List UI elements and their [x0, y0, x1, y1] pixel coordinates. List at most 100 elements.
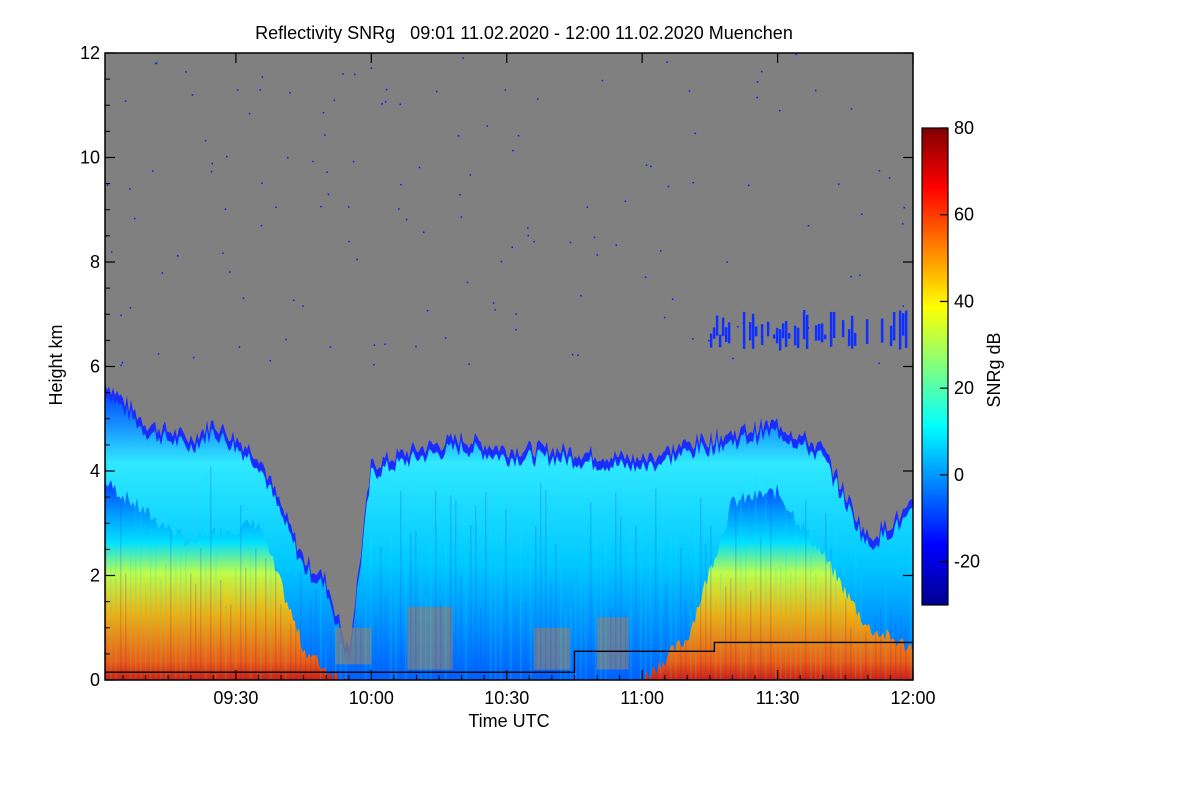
- upper-layer-cell: [820, 323, 824, 343]
- streak: [850, 627, 852, 680]
- noise-speckle: [624, 200, 627, 202]
- colorbar-label: SNRg dB: [984, 332, 1004, 407]
- noise-speckle: [737, 326, 739, 328]
- noise-speckle: [644, 276, 647, 278]
- noise-speckle: [229, 271, 231, 273]
- noise-speckle: [888, 177, 891, 179]
- noise-speckle: [838, 183, 840, 185]
- upper-layer-cell: [850, 315, 854, 349]
- noise-speckle: [192, 356, 195, 359]
- streak: [460, 577, 462, 680]
- upper-layer-cell: [772, 334, 776, 339]
- x-axis: 09:30 10:00 10:30 11:00 11:30 12:00: [122, 53, 936, 708]
- noise-speckle: [400, 183, 402, 186]
- streak: [150, 529, 152, 680]
- y-tick-label: 4: [90, 461, 100, 481]
- noise-speckle: [732, 357, 734, 360]
- upper-layer-cell: [793, 325, 797, 346]
- streak: [700, 498, 702, 680]
- streak: [490, 499, 492, 680]
- streak: [780, 565, 782, 680]
- streak: [265, 558, 267, 680]
- noise-speckle: [261, 182, 263, 184]
- noise-speckle: [459, 193, 461, 196]
- x-tick-label: 11:30: [756, 688, 800, 708]
- noise-speckle: [269, 359, 272, 362]
- upper-layer-cell: [748, 322, 752, 341]
- noise-speckle: [671, 298, 674, 300]
- streak: [580, 564, 582, 680]
- x-tick-label: 10:00: [349, 688, 394, 708]
- streak: [765, 478, 767, 680]
- noise-speckle: [807, 225, 810, 227]
- noise-speckle: [878, 170, 881, 172]
- streak: [300, 571, 302, 680]
- streak: [205, 467, 207, 680]
- noise-speckle: [275, 206, 277, 208]
- streak: [240, 504, 242, 680]
- streak: [175, 495, 177, 680]
- streak: [790, 572, 792, 680]
- streak: [810, 557, 812, 680]
- streak: [875, 614, 877, 680]
- noise-speckle: [106, 184, 109, 186]
- streak: [825, 513, 827, 680]
- noise-speckle: [512, 149, 514, 152]
- streak: [615, 492, 617, 680]
- streak: [890, 608, 892, 680]
- streak: [730, 578, 732, 680]
- streak: [750, 591, 752, 680]
- upper-layer-cell: [901, 313, 905, 336]
- y-tick-label: 2: [90, 566, 100, 586]
- x-tick-label: 09:30: [213, 688, 258, 708]
- streak: [225, 604, 227, 680]
- noise-speckle: [399, 103, 402, 105]
- noise-speckle: [469, 174, 471, 176]
- upper-layer-cell: [742, 311, 746, 349]
- upper-layer-cell: [823, 334, 827, 340]
- streak: [840, 607, 842, 680]
- x-axis-label: Time UTC: [468, 711, 549, 731]
- upper-layer-cell: [754, 326, 758, 337]
- upper-layer-cell: [751, 313, 755, 349]
- noise-speckle: [593, 236, 596, 239]
- streak: [390, 530, 392, 680]
- noise-speckle: [289, 92, 291, 94]
- x-tick-label: 11:00: [620, 688, 664, 708]
- streak: [555, 544, 557, 680]
- streak: [425, 596, 427, 680]
- noise-speckle: [903, 206, 905, 209]
- noise-speckle: [533, 240, 535, 243]
- noise-speckle: [285, 338, 287, 341]
- streak: [635, 525, 637, 680]
- noise-speckle: [121, 361, 124, 364]
- y-tick-label: 10: [80, 148, 100, 168]
- streak: [585, 493, 587, 680]
- noise-speckle: [176, 255, 179, 257]
- streak: [885, 589, 887, 680]
- noise-speckle-layer: [105, 53, 905, 367]
- noise-speckle: [354, 73, 356, 76]
- streak: [675, 538, 677, 680]
- streak: [815, 573, 817, 680]
- streak: [510, 543, 512, 680]
- noise-speckle: [580, 295, 582, 297]
- colorbar-tick-label: 40: [954, 291, 974, 311]
- noise-speckle: [650, 165, 652, 168]
- noise-speckle: [333, 99, 336, 102]
- noise-speckle: [154, 62, 157, 65]
- upper-layer-cell: [889, 325, 893, 347]
- streak: [835, 519, 837, 680]
- streak: [865, 631, 867, 680]
- upper-layer-cell: [865, 319, 869, 345]
- streak: [365, 602, 367, 680]
- noise-speckle: [468, 363, 470, 365]
- streak: [320, 591, 322, 680]
- streak: [640, 502, 642, 680]
- noise-speckle: [500, 260, 503, 263]
- streak: [470, 525, 472, 680]
- noise-speckle: [348, 206, 350, 208]
- x-tick-label: 12:00: [890, 688, 935, 708]
- noise-speckle: [850, 108, 853, 110]
- streak: [735, 509, 737, 680]
